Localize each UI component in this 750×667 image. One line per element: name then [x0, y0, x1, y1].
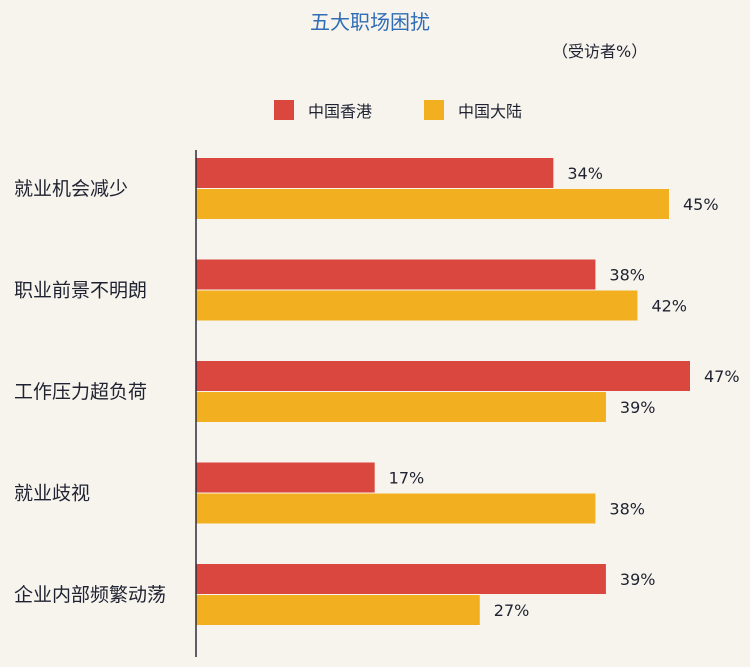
bar-hong-kong-3 [196, 361, 690, 391]
category-label-2: 职业前景不明朗 [14, 280, 147, 302]
bar-mainland-5 [196, 595, 480, 625]
bar-hong-kong-4 [196, 462, 375, 493]
chart-subtitle: （受访者%） [552, 42, 648, 61]
chart-title: 五大职场困扰 [310, 10, 430, 34]
data-label-mainland-1: 45% [683, 195, 719, 214]
data-label-mainland-5: 27% [494, 601, 530, 620]
data-label-hong-kong-5: 39% [620, 570, 656, 589]
category-label-1: 就业机会减少 [14, 178, 128, 200]
data-label-mainland-4: 38% [609, 500, 645, 519]
category-label-3: 工作压力超负荷 [14, 381, 147, 403]
legend-label-mainland: 中国大陆 [458, 102, 523, 121]
bar-hong-kong-5 [196, 564, 606, 594]
bar-mainland-2 [196, 290, 638, 321]
data-label-hong-kong-1: 34% [567, 164, 603, 183]
category-label-5: 企业内部频繁动荡 [14, 584, 166, 606]
data-label-mainland-3: 39% [620, 398, 656, 417]
chart-legend: 中国香港 中国大陆 [0, 98, 750, 122]
data-label-hong-kong-4: 17% [389, 469, 425, 488]
legend-swatch-hong-kong [274, 100, 294, 120]
legend-label-hong-kong: 中国香港 [308, 102, 373, 121]
bar-mainland-4 [196, 493, 596, 524]
data-label-hong-kong-2: 38% [609, 266, 645, 285]
legend-swatch-mainland [424, 100, 444, 120]
bar-hong-kong-2 [196, 259, 596, 290]
bar-mainland-1 [196, 189, 669, 219]
data-label-hong-kong-3: 47% [704, 367, 740, 386]
bar-mainland-3 [196, 392, 606, 422]
data-label-mainland-2: 42% [651, 297, 687, 316]
bar-hong-kong-1 [196, 158, 554, 188]
category-label-4: 就业歧视 [14, 483, 90, 505]
legend-item-mainland: 中国大陆 [424, 98, 522, 122]
legend-item-hong-kong: 中国香港 [274, 98, 372, 122]
